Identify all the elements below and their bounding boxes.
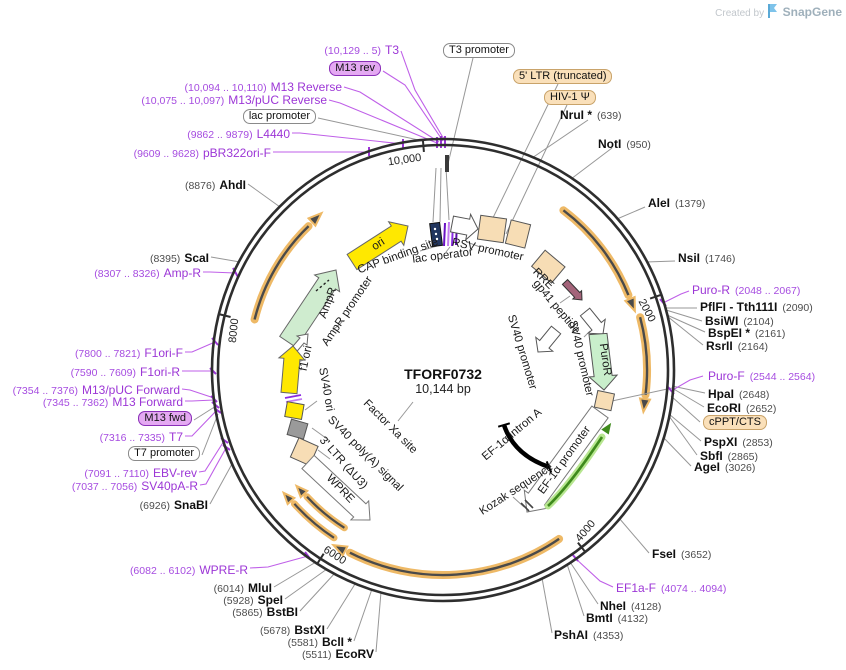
ef1a-intron-feature[interactable] <box>497 422 553 473</box>
label-enzyme-spei[interactable]: (5928) SpeI <box>223 593 283 607</box>
label-t7-promoter[interactable]: T7 promoter <box>128 446 200 461</box>
label-enzyme-snabi[interactable]: (6926) SnaBI <box>139 498 208 512</box>
plasmid-backbone <box>210 137 676 603</box>
position-ticks <box>218 139 662 565</box>
gp41-peptide-feature[interactable] <box>561 278 583 301</box>
f1-ori-label[interactable]: f1 ori <box>298 345 315 373</box>
label-hiv1-psi[interactable]: HIV-1 Ψ <box>544 90 596 105</box>
cppt-cts-feature[interactable] <box>593 389 616 412</box>
primer-leader-lines <box>181 50 704 588</box>
sv40-promoter-left-feature[interactable] <box>535 325 562 353</box>
label-primer-wpre-r[interactable]: (6082 .. 6102) WPRE-R <box>129 563 248 577</box>
puror-label[interactable]: PuroR <box>597 343 613 377</box>
map-features <box>277 212 619 521</box>
label-enzyme-bstxi[interactable]: (5678) BstXI <box>259 623 325 637</box>
attribution: Created by SnapGene <box>715 4 842 19</box>
label-enzyme-mlui[interactable]: (6014) MluI <box>213 581 272 595</box>
rre-feature[interactable] <box>530 249 566 284</box>
label-primer-pbr322ori-f[interactable]: (9609 .. 9628) pBR322ori-F <box>133 146 271 160</box>
orange-arc-arrows <box>250 206 652 579</box>
left-primer-stripes <box>284 394 303 403</box>
arc-arrow-bottom <box>330 534 564 579</box>
hiv1-psi-feature[interactable] <box>504 219 532 249</box>
label-5ltr-truncated[interactable]: 5' LTR (truncated) <box>513 69 613 84</box>
label-enzyme-alei[interactable]: AleI (1379) <box>648 196 706 210</box>
ori-label[interactable]: ori <box>370 236 387 253</box>
label-enzyme-ecorv[interactable]: (5511) EcoRV <box>301 647 374 661</box>
leader-lines <box>193 57 706 653</box>
label-primer-m13-puc-forward[interactable]: (7354 .. 7376) M13/pUC Forward <box>12 383 180 397</box>
ltr5-feature[interactable] <box>476 214 508 244</box>
label-primer-puro-r[interactable]: Puro-R (2048 .. 2067) <box>692 283 801 297</box>
snapgene-logo-icon <box>767 4 777 18</box>
label-enzyme-ahdi[interactable]: (8876) AhdI <box>184 178 246 192</box>
sv40-ori-label[interactable]: SV40 ori <box>316 367 335 413</box>
tick-4000: 4000 <box>573 518 598 544</box>
label-primer-ef1a-f[interactable]: EF1a-F (4074 .. 4094) <box>616 581 727 595</box>
arc-arrow-top-right <box>559 206 636 314</box>
label-primer-f1ori-f[interactable]: (7800 .. 7821) F1ori-F <box>74 346 183 360</box>
label-primer-amp-r[interactable]: (8307 .. 8326) Amp-R <box>94 266 201 280</box>
label-enzyme-pshai[interactable]: PshAI (4353) <box>554 628 624 642</box>
arc-arrow-right <box>636 313 652 415</box>
plasmid-size: 10,144 bp <box>415 382 471 396</box>
sv40-promoter-right-feature[interactable] <box>579 307 606 335</box>
label-enzyme-bspei[interactable]: BspEI * (2161) <box>708 326 786 340</box>
label-primer-l4440[interactable]: (9862 .. 9879) L4440 <box>187 127 290 141</box>
label-lac-promoter[interactable]: lac promoter <box>242 109 316 124</box>
label-enzyme-bsiwi[interactable]: BsiWI (2104) <box>705 314 774 328</box>
arc-arrow-bottom-left-inner <box>294 484 348 532</box>
label-primer-m13-forward[interactable]: (7345 .. 7362) M13 Forward <box>42 395 183 409</box>
sv40-ori-feature[interactable] <box>284 401 305 421</box>
snapgene-brand: SnapGene <box>782 5 842 19</box>
label-primer-t7[interactable]: (7316 .. 7335) T7 <box>99 430 183 444</box>
factor-xa-label[interactable]: Factor Xa site <box>361 398 420 457</box>
label-primer-puro-f[interactable]: Puro-F (2544 .. 2564) <box>708 369 816 383</box>
label-t3-promoter[interactable]: T3 promoter <box>443 43 515 58</box>
label-enzyme-rsrii[interactable]: RsrII (2164) <box>706 339 769 353</box>
plasmid-title-block: TFORF0732 10,144 bp <box>363 366 523 396</box>
label-enzyme-sbfi[interactable]: SbfI (2865) <box>700 449 759 463</box>
label-enzyme-bstbi[interactable]: (5865) BstBI <box>232 605 298 619</box>
label-enzyme-hpai[interactable]: HpaI (2648) <box>708 387 770 401</box>
label-primer-m13-reverse[interactable]: (10,094 .. 10,110) M13 Reverse <box>184 80 343 94</box>
tick-10000: 10,000 <box>387 152 422 169</box>
label-primer-m13-puc-reverse[interactable]: (10,075 .. 10,097) M13/pUC Reverse <box>141 93 327 107</box>
label-m13-fwd[interactable]: M13 fwd <box>138 411 192 426</box>
puror-feature[interactable] <box>587 332 619 391</box>
label-enzyme-fsei[interactable]: FseI (3652) <box>652 547 712 561</box>
ef1a-promoter-green-arrow <box>547 436 604 507</box>
arc-arrow-bottom-left-outer <box>281 490 338 542</box>
f1-ori-feature[interactable] <box>277 345 306 395</box>
label-enzyme-nhei[interactable]: NheI (4128) <box>600 599 662 613</box>
label-primer-f1ori-r[interactable]: (7590 .. 7609) F1ori-R <box>70 365 180 379</box>
label-enzyme-nsii[interactable]: NsiI (1746) <box>678 251 736 265</box>
label-cppt-cts[interactable]: cPPT/CTS <box>703 415 767 430</box>
label-enzyme-nrui[interactable]: NruI * (639) <box>560 108 622 122</box>
label-m13-rev[interactable]: M13 rev <box>329 61 381 76</box>
wpre-feature[interactable] <box>301 454 371 521</box>
ori-feature[interactable] <box>346 221 409 271</box>
tick-8000: 8000 <box>227 318 241 344</box>
label-enzyme-bcli[interactable]: (5581) BclI * <box>287 635 352 649</box>
label-enzyme-bmti[interactable]: BmtI (4132) <box>586 611 649 625</box>
label-enzyme-noti[interactable]: NotI (950) <box>598 137 651 151</box>
created-by-text: Created by <box>715 8 765 19</box>
ef1a-intron-label[interactable]: EF-1α intron A <box>480 406 544 463</box>
label-primer-sv40pa-r[interactable]: (7037 .. 7056) SV40pA-R <box>71 479 198 493</box>
arc-arrow-top-left <box>250 211 324 324</box>
label-enzyme-pflfi-tth111i[interactable]: PflFI - Tth111I (2090) <box>700 300 813 314</box>
label-primer-t3[interactable]: (10,129 .. 5) T3 <box>324 43 399 57</box>
label-enzyme-pspxi[interactable]: PspXI (2853) <box>704 435 773 449</box>
kozak-feature[interactable] <box>520 499 534 512</box>
label-primer-ebv-rev[interactable]: (7091 .. 7110) EBV-rev <box>84 466 197 480</box>
sv40-polya-feature[interactable] <box>286 418 309 440</box>
label-enzyme-scai[interactable]: (8395) ScaI <box>149 251 209 265</box>
rsv-promoter-feature[interactable] <box>449 212 479 242</box>
plasmid-name: TFORF0732 <box>404 366 482 382</box>
label-enzyme-agei[interactable]: AgeI (3026) <box>694 460 756 474</box>
label-enzyme-ecori[interactable]: EcoRI (2652) <box>707 401 777 415</box>
